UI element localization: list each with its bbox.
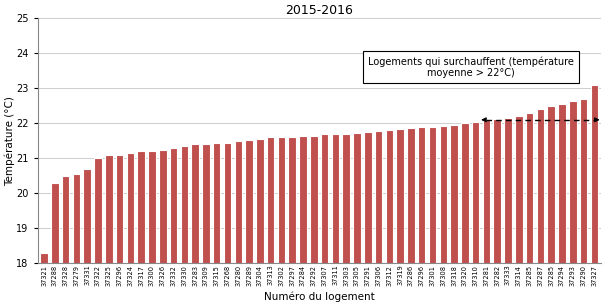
Bar [321, 134, 329, 306]
Bar [148, 151, 155, 306]
Bar [494, 119, 501, 306]
Bar [126, 153, 134, 306]
Bar [332, 134, 339, 306]
Bar [41, 253, 48, 306]
Bar [213, 143, 220, 306]
Bar [310, 136, 318, 306]
Bar [105, 155, 113, 306]
Bar [202, 144, 210, 306]
Bar [137, 151, 145, 306]
Text: Logements qui surchauffent (température
moyenne > 22°C): Logements qui surchauffent (température … [368, 56, 574, 78]
Bar [342, 134, 350, 306]
Bar [472, 121, 479, 306]
Bar [548, 106, 555, 306]
Bar [483, 120, 490, 306]
Title: 2015-2016: 2015-2016 [286, 4, 353, 17]
Bar [235, 141, 242, 306]
Bar [159, 150, 166, 306]
Bar [191, 144, 199, 306]
Bar [385, 130, 393, 306]
Bar [558, 104, 566, 306]
Bar [396, 129, 404, 306]
Bar [51, 183, 59, 306]
Bar [569, 101, 577, 306]
Bar [526, 113, 534, 306]
Bar [504, 118, 512, 306]
Bar [537, 109, 544, 306]
Bar [289, 136, 296, 306]
Bar [278, 137, 285, 306]
Bar [62, 176, 70, 306]
Bar [439, 126, 447, 306]
Bar [418, 127, 425, 306]
Bar [407, 128, 414, 306]
Bar [245, 140, 253, 306]
Bar [299, 136, 307, 306]
Bar [590, 85, 598, 306]
Bar [94, 158, 102, 306]
Bar [180, 146, 188, 306]
Bar [429, 127, 436, 306]
Bar [73, 174, 80, 306]
Y-axis label: Température (°C): Température (°C) [4, 96, 15, 186]
Bar [83, 169, 91, 306]
Bar [461, 123, 469, 306]
Bar [450, 125, 458, 306]
Bar [374, 131, 382, 306]
Bar [224, 143, 231, 306]
X-axis label: Numéro du logement: Numéro du logement [264, 291, 374, 302]
Bar [364, 132, 371, 306]
Bar [256, 139, 264, 306]
Bar [353, 133, 361, 306]
Bar [515, 116, 523, 306]
Bar [116, 155, 123, 306]
Bar [580, 99, 587, 306]
Bar [267, 137, 275, 306]
Bar [170, 148, 177, 306]
